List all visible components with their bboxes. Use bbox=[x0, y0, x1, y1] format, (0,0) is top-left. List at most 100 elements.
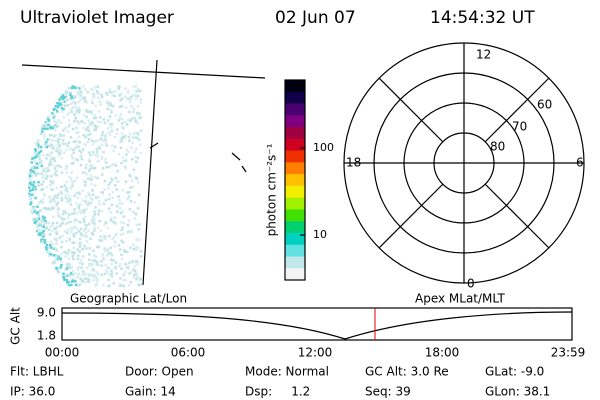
image-pixel bbox=[35, 222, 38, 226]
image-pixel bbox=[92, 249, 95, 252]
image-pixel bbox=[28, 189, 32, 192]
image-pixel bbox=[91, 215, 95, 218]
image-pixel bbox=[88, 201, 91, 205]
image-pixel bbox=[56, 124, 59, 128]
image-pixel bbox=[74, 116, 77, 120]
image-pixel bbox=[107, 278, 110, 282]
image-pixel bbox=[52, 108, 56, 111]
image-pixel bbox=[53, 199, 56, 203]
image-pixel bbox=[96, 245, 99, 249]
image-pixel bbox=[83, 99, 87, 103]
image-pixel bbox=[138, 238, 142, 242]
image-pixel bbox=[134, 119, 137, 122]
image-pixel bbox=[139, 255, 143, 258]
image-pixel bbox=[29, 201, 33, 204]
image-pixel bbox=[68, 175, 71, 179]
image-pixel bbox=[138, 138, 142, 142]
image-pixel bbox=[107, 284, 110, 288]
image-pixel bbox=[131, 136, 135, 139]
image-pixel bbox=[136, 207, 140, 210]
image-pixel bbox=[85, 207, 88, 210]
image-pixel bbox=[124, 106, 128, 109]
image-pixel bbox=[68, 147, 72, 151]
image-pixel bbox=[49, 163, 52, 166]
image-pixel bbox=[47, 207, 50, 211]
altitude-frame bbox=[61, 307, 573, 341]
image-pixel bbox=[109, 102, 112, 105]
image-pixel bbox=[28, 174, 32, 178]
image-pixel bbox=[93, 222, 97, 225]
image-pixel bbox=[129, 186, 132, 189]
image-pixel bbox=[81, 171, 85, 174]
image-pixel bbox=[77, 206, 80, 210]
image-pixel bbox=[138, 193, 141, 197]
image-pixel bbox=[85, 247, 88, 250]
image-pixel bbox=[60, 199, 64, 202]
image-pixel bbox=[82, 96, 86, 100]
image-pixel bbox=[108, 90, 112, 94]
colorbar-segment bbox=[285, 232, 305, 246]
image-pixel bbox=[31, 157, 34, 161]
image-pixel bbox=[42, 174, 45, 177]
image-pixel bbox=[83, 244, 86, 248]
image-pixel bbox=[121, 202, 124, 206]
image-pixel bbox=[37, 201, 41, 205]
image-pixel bbox=[100, 155, 104, 159]
image-pixel bbox=[107, 266, 110, 270]
image-pixel bbox=[86, 140, 89, 144]
image-pixel bbox=[67, 248, 70, 252]
image-pixel bbox=[121, 189, 124, 192]
image-pixel bbox=[55, 242, 58, 245]
image-pixel bbox=[84, 200, 88, 203]
image-pixel bbox=[51, 112, 54, 115]
image-pixel bbox=[77, 284, 80, 287]
image-pixel bbox=[78, 241, 81, 245]
image-pixel bbox=[102, 150, 105, 154]
image-pixel bbox=[122, 284, 126, 288]
image-pixel bbox=[69, 220, 72, 224]
image-pixel bbox=[56, 254, 59, 258]
image-pixel bbox=[92, 96, 95, 100]
image-pixel bbox=[135, 273, 138, 276]
image-pixel bbox=[73, 113, 76, 116]
image-pixel bbox=[81, 85, 85, 88]
image-pixel bbox=[81, 273, 84, 277]
image-pixel bbox=[42, 229, 45, 233]
image-pixel bbox=[77, 230, 81, 233]
colorbar-tick-label: 100 bbox=[313, 141, 334, 154]
image-pixel bbox=[53, 237, 57, 241]
image-pixel bbox=[46, 166, 50, 170]
image-pixel bbox=[68, 91, 71, 94]
image-pixel bbox=[35, 211, 38, 215]
image-pixel bbox=[136, 104, 140, 108]
image-pixel bbox=[43, 241, 47, 244]
image-pixel bbox=[94, 129, 97, 132]
image-pixel bbox=[42, 223, 46, 227]
image-pixel bbox=[120, 140, 123, 143]
image-pixel bbox=[73, 212, 76, 215]
mlat-label: 60 bbox=[537, 98, 552, 112]
image-pixel bbox=[39, 221, 42, 225]
image-pixel bbox=[123, 95, 127, 98]
image-pixel bbox=[87, 278, 91, 282]
image-pixel bbox=[56, 257, 59, 261]
image-pixel bbox=[50, 146, 53, 149]
image-pixel bbox=[98, 219, 101, 223]
image-pixel bbox=[34, 149, 38, 152]
image-pixel bbox=[109, 216, 113, 220]
image-pixel bbox=[39, 132, 43, 136]
image-pixel bbox=[106, 107, 109, 111]
image-pixel bbox=[54, 196, 58, 199]
image-pixel bbox=[73, 194, 76, 197]
image-pixel bbox=[121, 226, 124, 229]
image-pixel bbox=[120, 228, 123, 232]
image-pixel bbox=[85, 101, 88, 104]
image-pixel bbox=[93, 229, 96, 232]
image-pixel bbox=[42, 135, 46, 139]
image-pixel bbox=[96, 263, 100, 267]
image-pixel bbox=[99, 235, 102, 238]
mlt-line bbox=[378, 77, 444, 143]
image-pixel bbox=[93, 255, 96, 259]
image-pixel bbox=[110, 269, 113, 272]
image-pixel bbox=[31, 206, 35, 210]
